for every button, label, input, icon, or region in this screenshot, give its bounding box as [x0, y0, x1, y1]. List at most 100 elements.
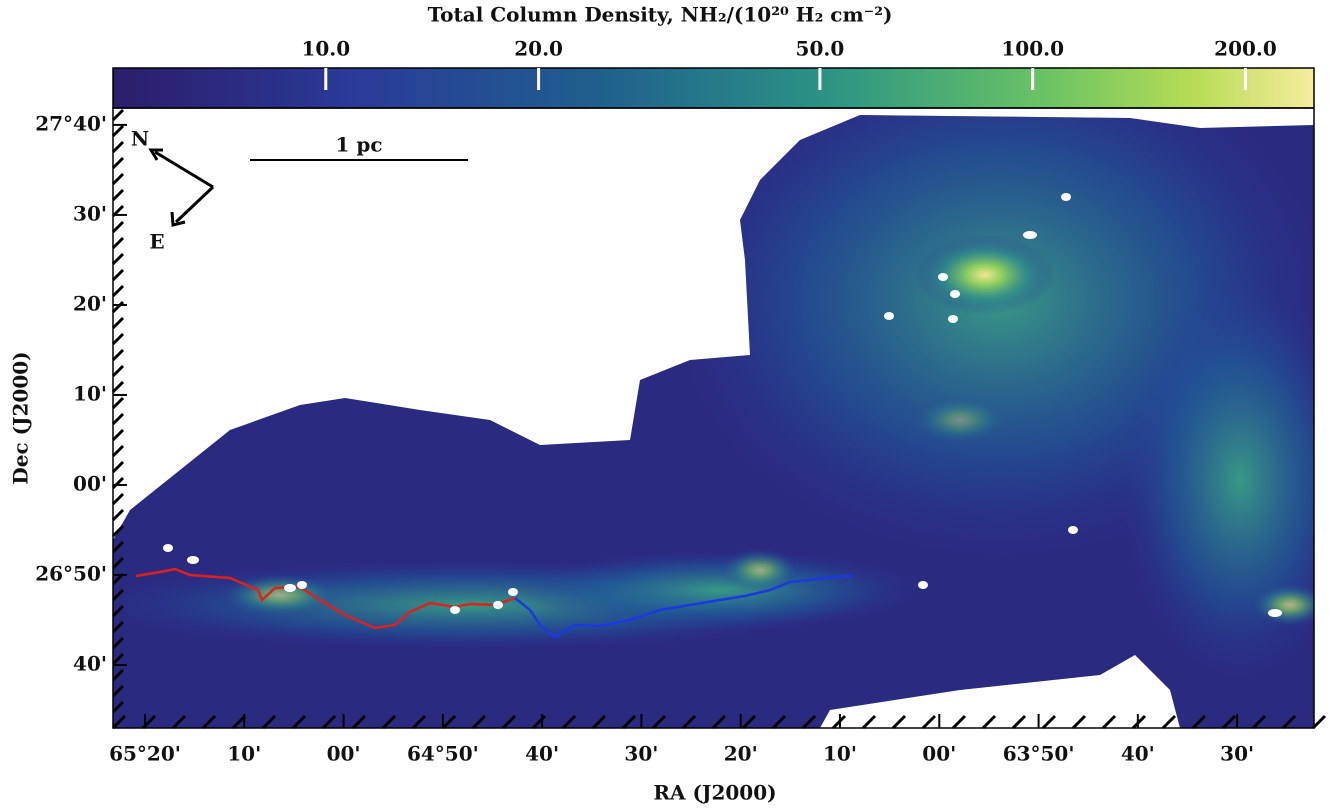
hatch-line — [471, 714, 487, 730]
hatch-line — [231, 714, 247, 730]
x-tick-label: 30' — [624, 742, 658, 766]
x-tick-label: 64°50' — [407, 742, 479, 766]
hatch-line — [891, 714, 907, 730]
hatch-line — [981, 714, 997, 730]
y-axis-label: Dec (J2000) — [9, 351, 33, 484]
hatch-line — [111, 156, 125, 170]
hatch-line — [111, 124, 125, 138]
hatch-line — [381, 714, 397, 730]
x-tick-label: 20' — [724, 742, 758, 766]
north-label: N — [131, 127, 149, 151]
hatch-line — [111, 108, 125, 122]
y-tick-label: 27°40' — [35, 111, 107, 135]
hatch-line — [501, 714, 517, 730]
hatch-line — [111, 236, 125, 250]
hatch-line — [111, 492, 125, 506]
hatch-line — [621, 714, 637, 730]
hatch-line — [111, 620, 125, 634]
hatch-line — [171, 714, 187, 730]
hatch-line — [201, 714, 217, 730]
hatch-line — [111, 396, 125, 410]
axis-hatch — [111, 108, 1327, 730]
hatch-line — [1041, 714, 1057, 730]
hatch-line — [1071, 714, 1087, 730]
hatch-line — [1281, 714, 1297, 730]
hatch-line — [741, 714, 757, 730]
hatch-line — [441, 714, 457, 730]
x-tick-label: 00' — [922, 742, 956, 766]
x-axis-label: RA (J2000) — [653, 781, 776, 805]
hatch-line — [1191, 714, 1207, 730]
colorbar — [112, 67, 1315, 109]
x-tick-label: 10' — [823, 742, 857, 766]
hatch-line — [111, 348, 125, 362]
hatch-line — [111, 268, 125, 282]
hatch-line — [111, 252, 125, 266]
hatch-line — [1161, 714, 1177, 730]
hatch-line — [861, 714, 877, 730]
x-tick-label: 65°20' — [109, 742, 181, 766]
hatch-line — [111, 172, 125, 186]
colorbar-tick-label: 10.0 — [301, 37, 350, 61]
y-tick-label: 10' — [73, 381, 107, 405]
hatch-line — [111, 604, 125, 618]
colorbar-label: Total Column Density, NH₂/(10²⁰ H₂ cm⁻²) — [428, 3, 893, 27]
hatch-line — [921, 714, 937, 730]
point-sources — [163, 193, 1282, 617]
hatch-line — [111, 332, 125, 346]
hatch-line — [1221, 714, 1237, 730]
hatch-line — [771, 714, 787, 730]
compass — [148, 148, 215, 227]
hatch-line — [951, 714, 967, 730]
hatch-line — [111, 460, 125, 474]
y-tick-label: 00' — [73, 471, 107, 495]
hatch-line — [111, 428, 125, 442]
y-tick-label: 30' — [73, 201, 107, 225]
hatch-line — [111, 364, 125, 378]
colorbar-tick-label: 100.0 — [1001, 37, 1064, 61]
hatch-line — [111, 700, 125, 714]
hatch-line — [651, 714, 667, 730]
hatch-line — [561, 714, 577, 730]
hatch-line — [111, 300, 125, 314]
hatch-line — [411, 714, 427, 730]
scale-bar-label: 1 pc — [335, 133, 382, 157]
hatch-line — [261, 714, 277, 730]
colorbar-tick-label: 50.0 — [796, 37, 845, 61]
hatch-line — [1011, 714, 1027, 730]
hatch-line — [1251, 714, 1267, 730]
colorbar-tick-label: 200.0 — [1214, 37, 1277, 61]
hatch-line — [321, 714, 337, 730]
x-tick-label: 40' — [525, 742, 559, 766]
x-tick-label: 63°50' — [1003, 742, 1075, 766]
x-tick-label: 30' — [1220, 742, 1254, 766]
map-frame — [112, 107, 1315, 729]
x-tick-label: 10' — [227, 742, 261, 766]
hatch-line — [1101, 714, 1117, 730]
hatch-line — [111, 476, 125, 490]
x-tick-label: 00' — [327, 742, 361, 766]
hatch-line — [591, 714, 607, 730]
hatch-line — [111, 714, 127, 730]
hatch-line — [111, 636, 125, 650]
x-tick-label: 40' — [1121, 742, 1155, 766]
hatch-line — [111, 652, 125, 666]
hatch-line — [111, 444, 125, 458]
hatch-line — [111, 284, 125, 298]
hatch-line — [681, 714, 697, 730]
hatch-line — [111, 556, 125, 570]
hatch-line — [351, 714, 367, 730]
hatch-line — [111, 380, 125, 394]
y-tick-label: 40' — [73, 651, 107, 675]
hatch-line — [111, 524, 125, 538]
hatch-line — [111, 412, 125, 426]
hatch-line — [111, 508, 125, 522]
hatch-line — [711, 714, 727, 730]
hatch-line — [1131, 714, 1147, 730]
hatch-line — [111, 316, 125, 330]
hatch-line — [1311, 714, 1327, 730]
y-tick-label: 26°50' — [35, 561, 107, 585]
hatch-line — [111, 668, 125, 682]
hatch-line — [111, 684, 125, 698]
